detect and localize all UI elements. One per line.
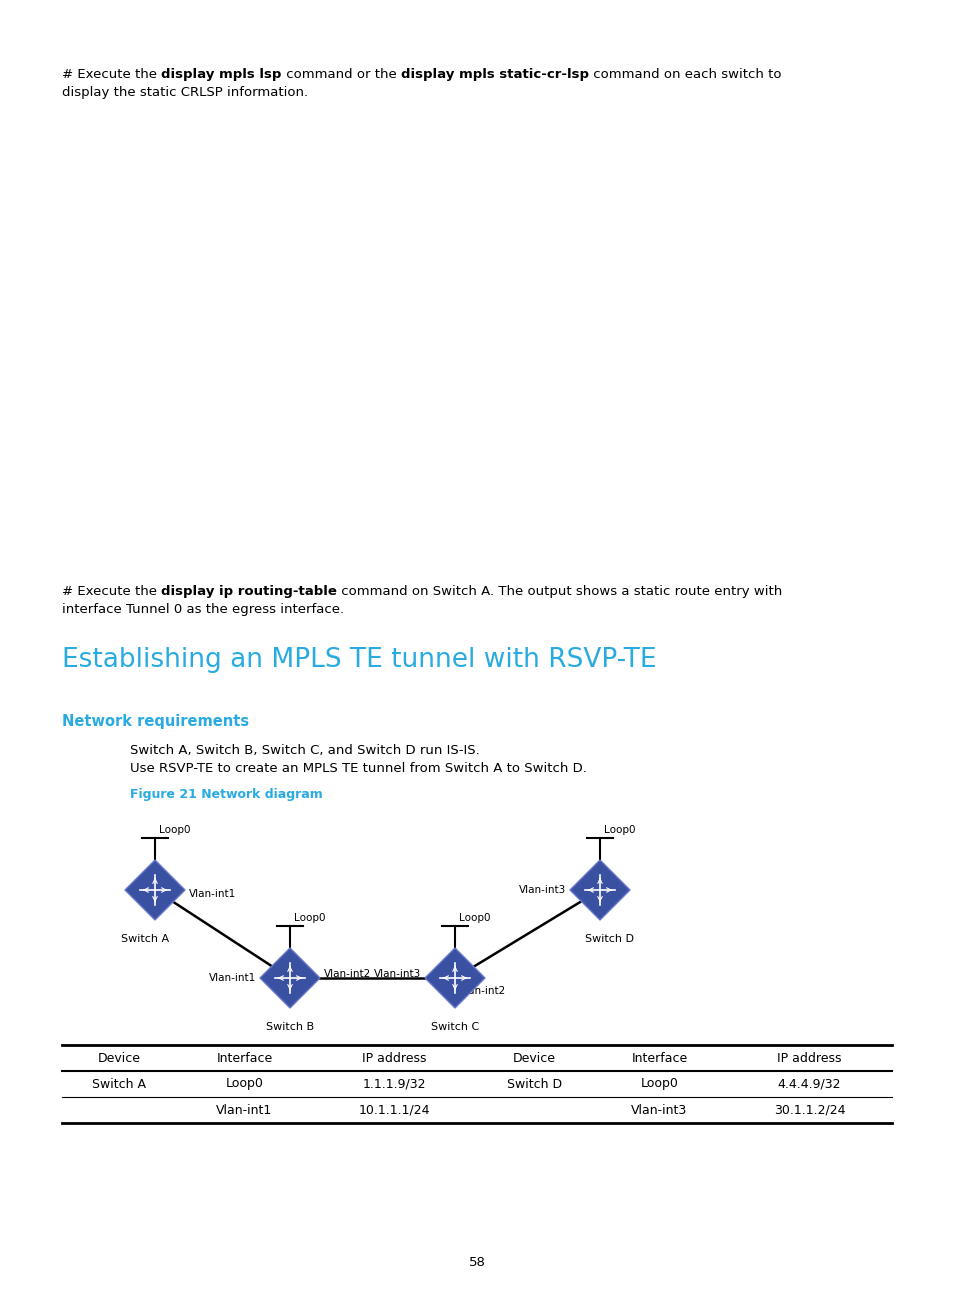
- Text: display mpls lsp: display mpls lsp: [161, 67, 281, 80]
- Text: # Execute the: # Execute the: [62, 584, 161, 597]
- Text: Switch A: Switch A: [121, 934, 169, 943]
- Text: 30.1.1.2/24: 30.1.1.2/24: [773, 1103, 844, 1116]
- Text: Loop0: Loop0: [225, 1077, 263, 1090]
- Text: Loop0: Loop0: [294, 912, 325, 923]
- Polygon shape: [569, 861, 629, 920]
- Polygon shape: [125, 861, 185, 920]
- Polygon shape: [424, 947, 484, 1008]
- Text: Vlan-int3: Vlan-int3: [518, 885, 565, 896]
- Text: 4.4.4.9/32: 4.4.4.9/32: [777, 1077, 841, 1090]
- Text: Network requirements: Network requirements: [62, 714, 249, 728]
- Text: Figure 21 Network diagram: Figure 21 Network diagram: [130, 788, 322, 801]
- Text: Establishing an MPLS TE tunnel with RSVP-TE: Establishing an MPLS TE tunnel with RSVP…: [62, 647, 656, 673]
- Text: Interface: Interface: [216, 1051, 273, 1064]
- Text: Loop0: Loop0: [639, 1077, 678, 1090]
- Text: Device: Device: [513, 1051, 556, 1064]
- Text: Vlan-int1: Vlan-int1: [209, 973, 255, 982]
- Text: # Execute the: # Execute the: [62, 67, 161, 80]
- Text: Loop0: Loop0: [458, 912, 490, 923]
- Text: display ip routing-table: display ip routing-table: [161, 584, 336, 597]
- Text: 1.1.1.9/32: 1.1.1.9/32: [362, 1077, 426, 1090]
- Text: Loop0: Loop0: [603, 826, 635, 835]
- Polygon shape: [260, 947, 319, 1008]
- Text: Vlan-int1: Vlan-int1: [216, 1103, 273, 1116]
- Text: Vlan-int3: Vlan-int3: [374, 969, 420, 978]
- Text: Use RSVP-TE to create an MPLS TE tunnel from Switch A to Switch D.: Use RSVP-TE to create an MPLS TE tunnel …: [130, 762, 586, 775]
- Text: Switch A: Switch A: [92, 1077, 147, 1090]
- Text: display the static CRLSP information.: display the static CRLSP information.: [62, 86, 308, 98]
- Text: Device: Device: [98, 1051, 141, 1064]
- Text: Switch A, Switch B, Switch C, and Switch D run IS-IS.: Switch A, Switch B, Switch C, and Switch…: [130, 744, 479, 757]
- Text: command on each switch to: command on each switch to: [588, 67, 781, 80]
- Text: Switch D: Switch D: [506, 1077, 561, 1090]
- Text: Vlan-int1: Vlan-int1: [189, 889, 236, 899]
- Text: IP address: IP address: [777, 1051, 841, 1064]
- Text: Vlan-int2: Vlan-int2: [324, 969, 371, 978]
- Text: display mpls static-cr-lsp: display mpls static-cr-lsp: [400, 67, 588, 80]
- Text: IP address: IP address: [362, 1051, 426, 1064]
- Text: Vlan-int2: Vlan-int2: [458, 986, 506, 997]
- Text: Interface: Interface: [631, 1051, 687, 1064]
- Text: command or the: command or the: [281, 67, 400, 80]
- Text: Switch C: Switch C: [431, 1023, 478, 1032]
- Text: interface Tunnel 0 as the egress interface.: interface Tunnel 0 as the egress interfa…: [62, 603, 344, 616]
- Text: Switch D: Switch D: [585, 934, 634, 943]
- Text: 10.1.1.1/24: 10.1.1.1/24: [358, 1103, 430, 1116]
- Text: 58: 58: [468, 1256, 485, 1269]
- Text: Loop0: Loop0: [159, 826, 191, 835]
- Text: Vlan-int3: Vlan-int3: [631, 1103, 687, 1116]
- Text: command on Switch A. The output shows a static route entry with: command on Switch A. The output shows a …: [336, 584, 781, 597]
- Text: Switch B: Switch B: [266, 1023, 314, 1032]
